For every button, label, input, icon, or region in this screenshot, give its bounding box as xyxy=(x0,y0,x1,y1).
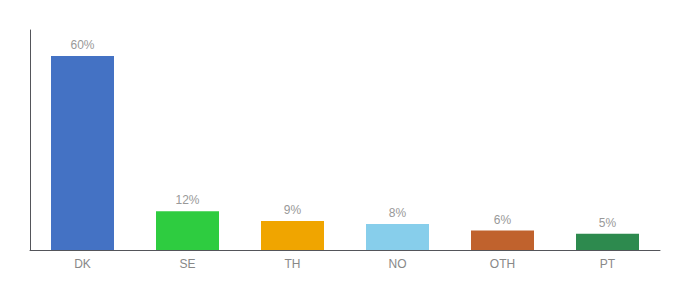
svg-text:5%: 5% xyxy=(599,216,617,230)
svg-text:6%: 6% xyxy=(494,213,512,227)
svg-text:TH: TH xyxy=(285,257,301,271)
svg-text:60%: 60% xyxy=(70,38,94,52)
svg-text:12%: 12% xyxy=(175,193,199,207)
svg-text:SE: SE xyxy=(179,257,195,271)
svg-text:DK: DK xyxy=(74,257,91,271)
svg-text:OTH: OTH xyxy=(490,257,515,271)
svg-text:NO: NO xyxy=(389,257,407,271)
svg-text:8%: 8% xyxy=(389,206,407,220)
svg-text:PT: PT xyxy=(600,257,616,271)
svg-text:9%: 9% xyxy=(284,203,302,217)
